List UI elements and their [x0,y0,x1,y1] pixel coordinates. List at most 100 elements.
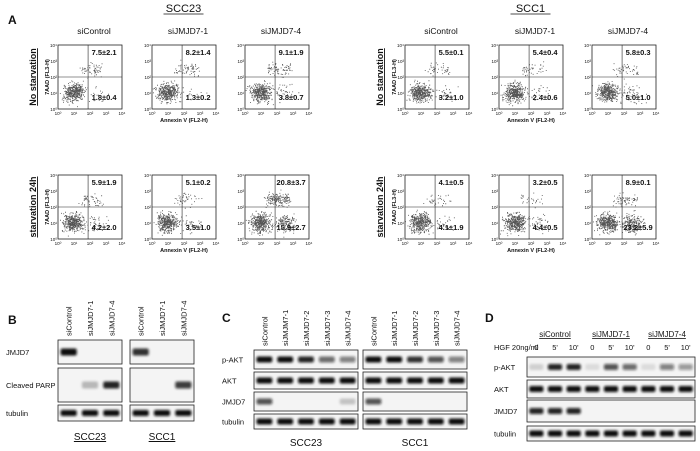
axis-tick: 10³ [290,111,297,116]
axis-tick: 10² [528,111,535,116]
band [386,418,403,425]
row-label: No starvation [28,48,38,106]
band [318,418,335,425]
quadrant-value: 23.2±5.9 [624,223,653,232]
time-label: 0 [590,343,594,352]
axis-tick: 10⁰ [55,241,62,246]
axis-tick: 10⁰ [589,241,596,246]
band [448,418,465,425]
scatter-dots [406,62,461,104]
axis-tick: 10³ [637,111,644,116]
band [81,381,99,389]
lane-label: siJMJD7-4 [107,301,116,336]
band [566,364,581,370]
axis-tick: 10² [87,111,94,116]
lane-label: siJMJM7-1 [281,310,290,346]
axis-tick: 10⁴ [560,241,567,246]
panel-label: C [222,311,231,325]
axis-tick: 10⁰ [50,107,57,112]
axis-tick: 10³ [237,59,244,64]
axis-label: Annexin V (FL2-H) [160,118,208,124]
axis-tick: 10⁰ [584,237,591,242]
band [256,377,273,384]
axis-tick: 10³ [103,111,110,116]
band [678,430,693,437]
axis-tick: 10⁰ [584,107,591,112]
row-label: tubulin [494,430,516,439]
band [622,430,637,437]
band [103,381,120,389]
axis-tick: 10⁰ [237,237,244,242]
lane-label: siControl [65,306,74,336]
band [641,364,656,370]
scatter-dots [245,61,300,106]
band [566,408,581,414]
band [365,418,382,425]
axis-tick: 10⁰ [242,111,249,116]
band [318,377,335,384]
axis-tick: 10¹ [258,111,265,116]
group-label: SCC23 [74,432,107,443]
axis-tick: 10³ [197,241,204,246]
axis-tick: 10⁴ [560,111,567,116]
axis-tick: 10² [181,241,188,246]
axis-tick: 10⁰ [402,111,409,116]
band [277,377,294,384]
column-title: siJMJD7-1 [515,26,555,36]
axis-tick: 10³ [237,189,244,194]
quadrant-value: 8.9±0.1 [626,178,651,187]
band [622,386,637,392]
axis-tick: 10⁴ [50,173,57,178]
band [407,356,423,363]
axis-tick: 10² [87,241,94,246]
quadrant-value: 1.8±0.4 [92,93,118,102]
axis-tick: 10³ [197,111,204,116]
lane-label: siJMJD7-4 [179,301,188,336]
axis-tick: 10⁴ [237,173,244,178]
group-label: SCC1 [149,432,176,443]
axis-tick: 10³ [584,59,591,64]
axis-tick: 10² [274,111,281,116]
lane-label: siJMJD7-1 [158,301,167,336]
axis-tick: 10⁴ [213,241,220,246]
axis-tick: 10² [274,241,281,246]
lane-label: siJMJD7-1 [86,301,95,336]
band [60,348,77,356]
band [678,386,693,392]
band [365,398,382,405]
row-label: AKT [222,377,237,386]
band [547,364,563,370]
axis-tick: 10¹ [165,241,172,246]
axis-tick: 10³ [144,59,151,64]
axis-tick: 10⁰ [144,237,151,242]
lane-label: siControl [137,306,146,336]
time-label: 5' [552,343,558,352]
axis-label: Annexin V (FL2-H) [507,118,555,124]
quadrant-value: 5.8±0.3 [626,48,651,57]
axis-label: Annexin V (FL2-H) [507,248,555,254]
scatter-dots [59,62,109,108]
axis-tick: 10⁴ [466,241,473,246]
row-label: p-AKT [222,356,244,365]
band [603,386,619,392]
group-label: siJMJD7-1 [592,330,630,339]
band [60,410,77,416]
axis-tick: 10³ [491,59,498,64]
scatter-dots [245,189,297,238]
axis-tick: 10¹ [491,221,498,226]
band [175,381,192,389]
axis-tick: 10⁰ [144,107,151,112]
quadrant-value: 15.9±2.7 [277,223,306,232]
axis-tick: 10² [621,111,628,116]
band [547,430,563,437]
axis-tick: 10⁴ [144,173,151,178]
axis-tick: 10⁴ [584,173,591,178]
axis-tick: 10³ [637,241,644,246]
axis-tick: 10³ [450,241,457,246]
row-label: starvation 24h [28,176,38,237]
axis-tick: 10³ [103,241,110,246]
axis-tick: 10² [397,205,404,210]
time-label: 10' [569,343,579,352]
scatter-dots [592,63,647,105]
